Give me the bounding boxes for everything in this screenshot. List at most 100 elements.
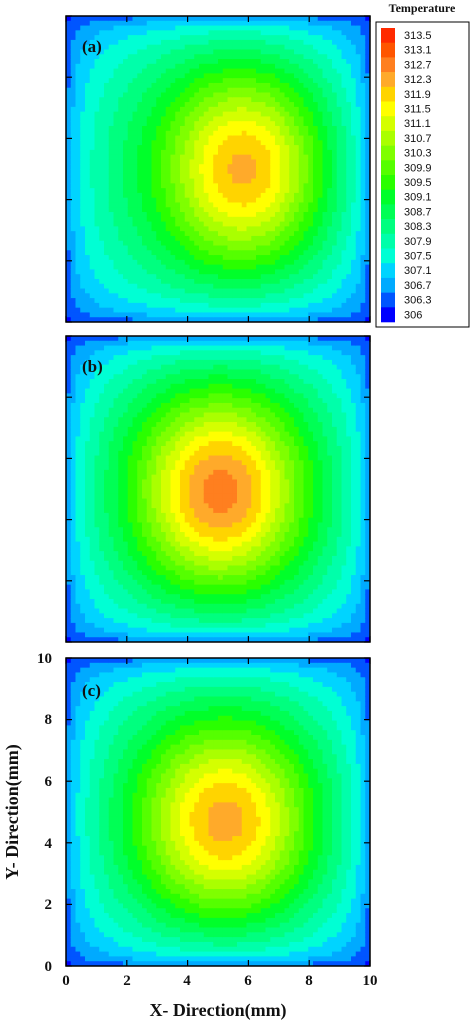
contour-cell — [336, 130, 343, 137]
contour-cell — [170, 87, 176, 94]
contour-cell — [303, 293, 309, 299]
contour-cell — [127, 35, 134, 41]
contour-cell — [237, 30, 243, 36]
contour-cell — [123, 455, 129, 461]
contour-cell — [66, 49, 72, 55]
contour-cell — [279, 140, 286, 146]
contour-cell — [237, 274, 243, 280]
contour-cell — [113, 498, 119, 504]
contour-cell — [360, 312, 366, 318]
contour-cell — [70, 374, 77, 380]
contour-cell — [118, 532, 124, 538]
contour-cell — [94, 130, 100, 137]
contour-cell — [327, 82, 333, 89]
contour-cell — [313, 312, 319, 318]
contour-cell — [75, 445, 81, 452]
contour-cell — [284, 145, 290, 151]
contour-cell — [170, 39, 176, 46]
contour-cell — [94, 383, 100, 390]
contour-cell — [156, 54, 162, 60]
contour-cell — [313, 130, 319, 137]
contour-cell — [227, 125, 233, 132]
contour-cell — [317, 183, 324, 189]
contour-cell — [289, 25, 295, 31]
contour-cell — [123, 216, 129, 223]
contour-cell — [75, 169, 81, 175]
contour-cell — [142, 130, 148, 137]
contour-cell — [227, 202, 233, 208]
contour-cell — [360, 87, 366, 94]
contour-cell — [218, 25, 224, 31]
contour-cell — [108, 54, 115, 60]
contour-cell — [294, 312, 300, 318]
contour-cell — [303, 30, 309, 36]
contour-cell — [232, 130, 238, 137]
contour-cell — [203, 269, 210, 275]
contour-cell — [123, 97, 129, 103]
contour-cell — [80, 503, 86, 509]
contour-cell — [270, 221, 276, 227]
contour-cell — [104, 598, 110, 605]
contour-cell — [199, 149, 205, 156]
contour-cell — [189, 92, 195, 98]
contour-cell — [99, 493, 105, 500]
contour-cell — [232, 116, 238, 122]
contour-cell — [279, 159, 286, 165]
contour-cell — [123, 441, 129, 447]
contour-cell — [180, 63, 186, 70]
contour-cell — [151, 298, 157, 304]
contour-cell — [303, 202, 309, 208]
contour-cell — [332, 169, 338, 175]
contour-cell — [322, 307, 328, 314]
contour-cell — [75, 517, 81, 524]
contour-cell — [113, 240, 119, 247]
contour-cell — [341, 302, 347, 309]
contour-cell — [298, 192, 305, 199]
contour-cell — [66, 274, 72, 280]
contour-cell — [175, 140, 181, 146]
contour-cell — [75, 379, 81, 385]
contour-cell — [218, 197, 224, 204]
contour-cell — [118, 598, 124, 605]
contour-cell — [194, 39, 200, 46]
contour-cell — [132, 235, 138, 242]
contour-cell — [237, 192, 243, 199]
contour-cell — [308, 87, 314, 94]
contour-cell — [118, 632, 124, 638]
contour-cell — [194, 149, 200, 156]
contour-cell — [85, 637, 91, 642]
contour-cell — [70, 212, 77, 218]
contour-cell — [165, 264, 172, 271]
contour-cell — [241, 149, 248, 156]
contour-cell — [127, 68, 134, 74]
contour-cell — [208, 149, 214, 156]
contour-cell — [351, 302, 357, 309]
contour-cell — [70, 73, 77, 79]
contour-cell — [75, 49, 81, 55]
contour-cell — [137, 130, 143, 137]
contour-cell — [336, 20, 343, 27]
contour-cell — [70, 613, 77, 619]
contour-cell — [332, 140, 338, 146]
contour-cell — [80, 302, 86, 309]
contour-cell — [118, 259, 124, 266]
contour-cell — [189, 250, 195, 256]
contour-cell — [189, 16, 195, 22]
contour-cell — [303, 312, 309, 318]
contour-cell — [137, 188, 143, 194]
contour-cell — [80, 407, 86, 414]
contour-cell — [142, 111, 148, 118]
contour-cell — [180, 250, 186, 256]
contour-cell — [289, 226, 295, 232]
contour-cell — [113, 345, 119, 351]
contour-cell — [94, 450, 100, 457]
contour-cell — [108, 637, 115, 642]
contour-cell — [142, 288, 148, 294]
contour-cell — [118, 407, 124, 414]
contour-cell — [351, 111, 357, 118]
contour-cell — [75, 44, 81, 51]
contour-cell — [256, 192, 262, 199]
contour-cell — [336, 54, 343, 60]
contour-cell — [327, 255, 333, 261]
contour-cell — [118, 293, 124, 299]
